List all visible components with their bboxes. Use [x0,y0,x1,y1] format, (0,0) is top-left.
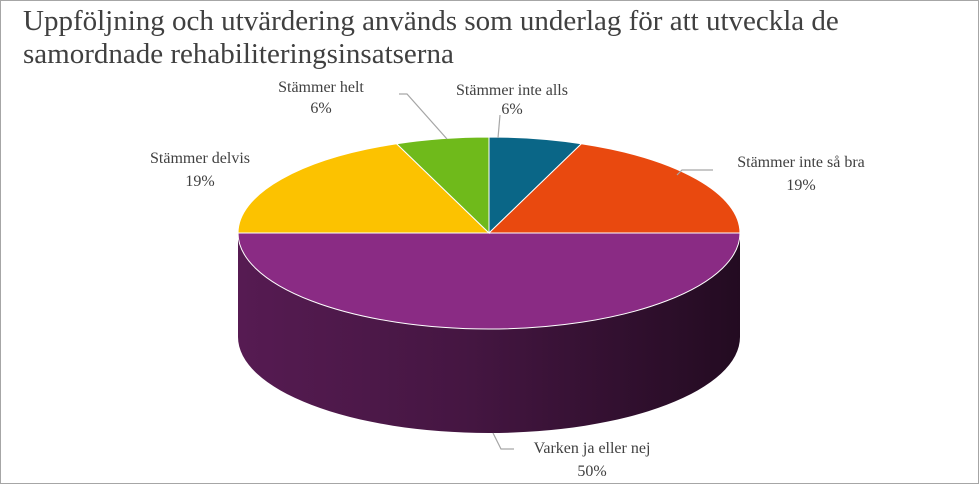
slice-label-2: Varken ja eller nej [534,440,651,457]
leader-line-4 [399,93,448,140]
leader-line-0 [497,114,501,139]
chart-title: Uppföljning och utvärdering används som … [23,5,839,70]
leader-line-1 [676,169,713,176]
pie-side-2 [238,233,740,433]
slice-value-3: 19% [185,173,214,190]
slice-label-0: Stämmer inte alls [456,82,568,99]
slice-value-2: 50% [577,463,606,480]
slice-value-1: 19% [786,177,815,194]
slice-value-0: 6% [501,101,522,118]
slice-label-4: Stämmer helt [278,79,364,96]
slice-label-3: Stämmer delvis [150,150,250,167]
pie-slice-1 [487,143,741,234]
pie-slice-3 [237,143,491,234]
slice-value-4: 6% [310,100,331,117]
leader-line-2 [492,432,514,450]
pie-slice-4 [395,136,490,235]
slice-label-1: Stämmer inte så bra [737,154,865,171]
pie-slice-2 [237,232,741,330]
